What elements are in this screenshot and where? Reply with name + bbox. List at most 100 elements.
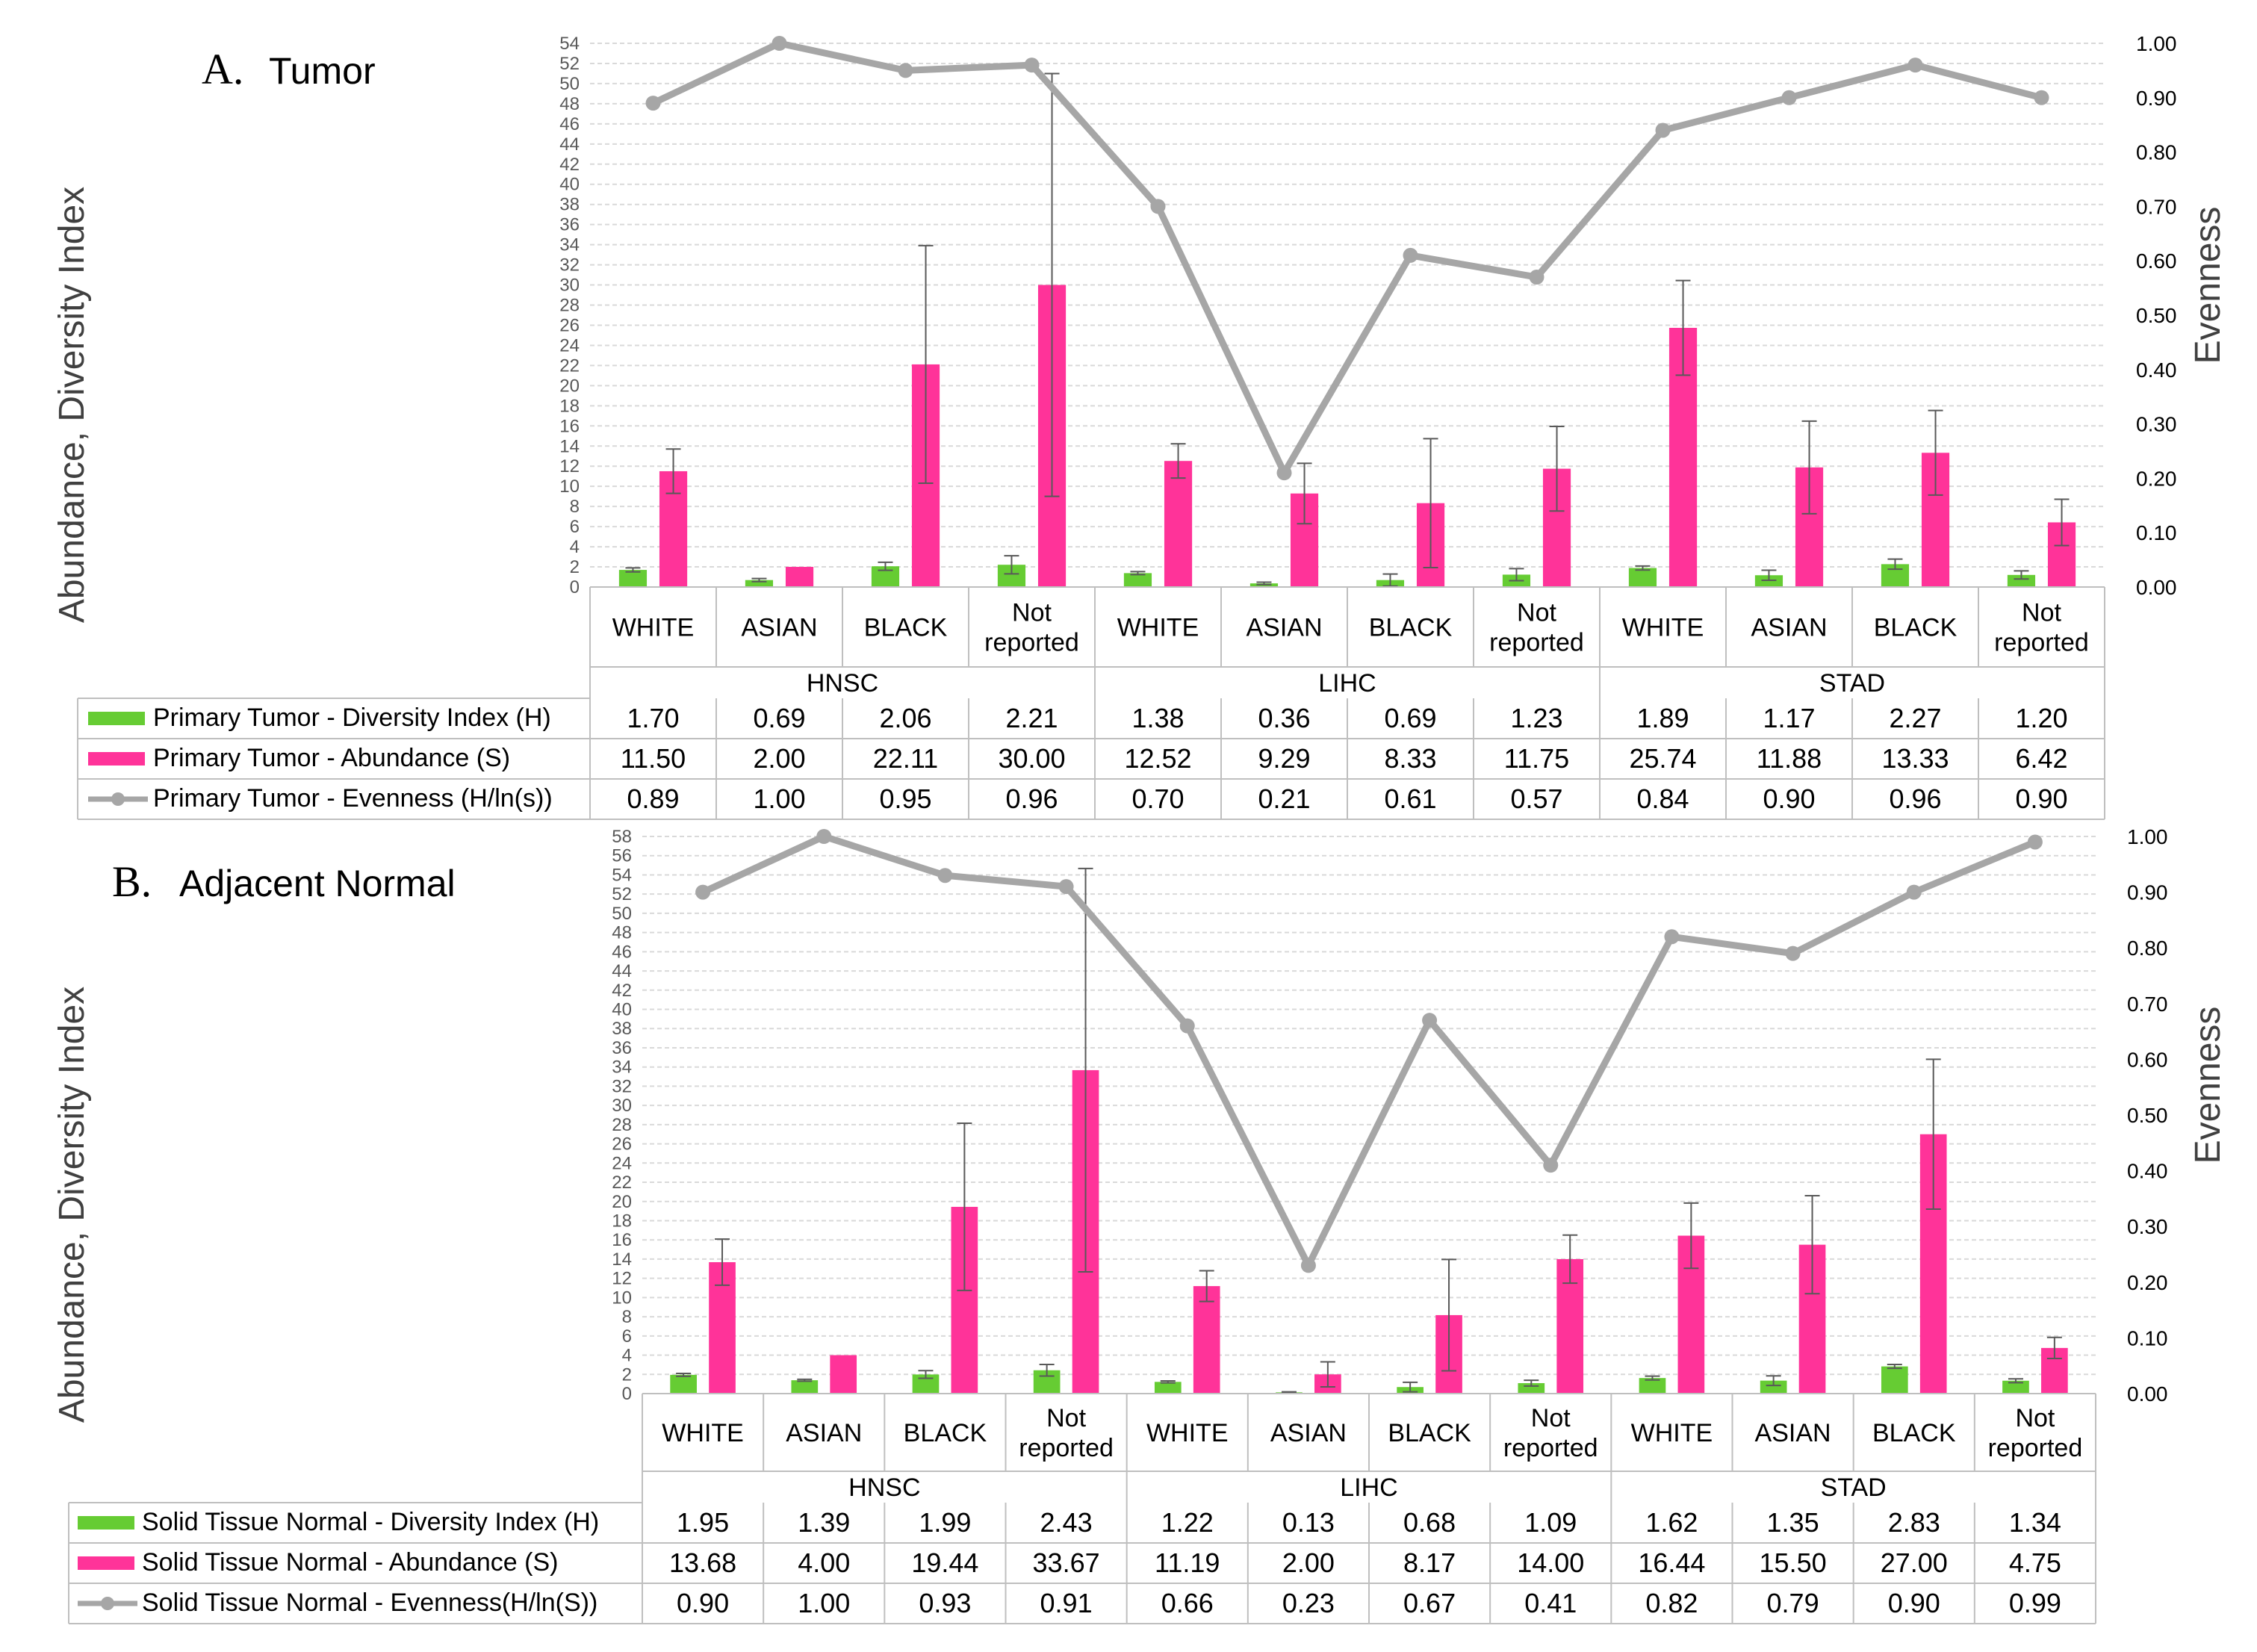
category-label: reported <box>1019 1434 1114 1462</box>
diversity-bar <box>791 1380 819 1394</box>
data-table-value: 0.13 <box>1282 1507 1335 1538</box>
data-table-value: 0.93 <box>919 1588 971 1618</box>
legend-label: Solid Tissue Normal - Abundance (S) <box>142 1548 558 1577</box>
y2-tick-label: 1.00 <box>2127 825 2168 848</box>
evenness-point <box>1276 465 1292 481</box>
y-tick-label: 50 <box>612 904 632 924</box>
y-tick-label: 0 <box>622 1384 632 1404</box>
data-table-value: 2.00 <box>1282 1547 1335 1578</box>
data-table-value: 14.00 <box>1517 1547 1584 1578</box>
data-table-value: 0.99 <box>2009 1588 2061 1618</box>
y-tick-label: 56 <box>612 846 632 866</box>
y2-tick-label: 0.40 <box>2127 1160 2168 1183</box>
y2-tick-label: 0.00 <box>2136 576 2177 599</box>
data-table-value: 0.67 <box>1403 1588 1456 1618</box>
data-table-value: 1.62 <box>1645 1507 1698 1538</box>
category-label: WHITE <box>1146 1419 1229 1447</box>
category-label: ASIAN <box>1751 614 1827 642</box>
y-tick-label: 4 <box>622 1346 632 1366</box>
y-tick-label: 8 <box>570 497 580 517</box>
y-tick-label: 10 <box>559 476 580 497</box>
data-table-value: 0.61 <box>1384 783 1436 814</box>
y-tick-label: 42 <box>559 155 580 175</box>
data-table-value: 1.22 <box>1161 1507 1214 1538</box>
y-tick-label: 12 <box>612 1269 632 1289</box>
category-label: Not <box>1531 1404 1571 1432</box>
evenness-point <box>1543 1158 1559 1173</box>
data-table-value: 11.50 <box>621 743 686 774</box>
data-table-value: 2.06 <box>879 703 931 733</box>
evenness-line <box>701 833 2037 1269</box>
category-label: WHITE <box>612 614 695 642</box>
data-table-value: 4.00 <box>798 1547 850 1578</box>
y-tick-label: 24 <box>559 335 580 355</box>
y-tick-label: 12 <box>559 456 580 476</box>
y-tick-label: 10 <box>612 1288 632 1308</box>
data-table-value: 13.33 <box>1881 743 1949 774</box>
y-tick-label: 14 <box>559 436 580 456</box>
y-tick-label: 8 <box>622 1307 632 1327</box>
category-label: BLACK <box>1874 614 1958 642</box>
data-table-value: 16.44 <box>1638 1547 1705 1578</box>
y-tick-label: 18 <box>612 1211 632 1231</box>
legend-label: Solid Tissue Normal - Diversity Index (H… <box>142 1508 599 1536</box>
category-label: BLACK <box>1369 614 1453 642</box>
y2-tick-label: 0.00 <box>2127 1382 2168 1406</box>
y-tick-label: 38 <box>612 1019 632 1039</box>
legend-key <box>88 712 145 725</box>
evenness-point <box>2027 834 2043 850</box>
evenness-point <box>695 884 711 900</box>
category-label: BLACK <box>864 614 948 642</box>
data-table-value: 0.96 <box>1889 783 1941 814</box>
legend-label: Primary Tumor - Evenness (H/ln(s)) <box>153 784 553 813</box>
data-table-value: 1.99 <box>919 1507 971 1538</box>
data-table-value: 11.19 <box>1155 1547 1220 1578</box>
data-table-value: 33.67 <box>1033 1547 1100 1578</box>
evenness-point <box>1781 90 1797 105</box>
evenness-point <box>1907 58 1923 73</box>
data-table-value: 0.90 <box>677 1588 729 1618</box>
evenness-point <box>1785 945 1801 961</box>
group-label: STAD <box>1821 1474 1887 1502</box>
panel-title: Adjacent Normal <box>179 863 456 904</box>
group-label: LIHC <box>1318 669 1376 698</box>
y2-axis-label: Evenness <box>2188 207 2228 364</box>
data-table-value: 1.09 <box>1524 1507 1577 1538</box>
y-tick-label: 40 <box>559 175 580 195</box>
category-label: Not <box>2015 1404 2055 1432</box>
category-label: reported <box>1988 1434 2083 1462</box>
category-label: WHITE <box>1117 614 1199 642</box>
data-table-value: 1.89 <box>1636 703 1689 733</box>
evenness-point <box>1150 199 1166 214</box>
category-label: reported <box>1994 629 2089 657</box>
y2-tick-label: 0.40 <box>2136 358 2177 382</box>
evenness-point <box>1403 247 1418 263</box>
data-table-value: 0.90 <box>1763 783 1815 814</box>
data-table-value: 0.23 <box>1282 1588 1335 1618</box>
y-tick-label: 20 <box>559 376 580 396</box>
y-tick-label: 0 <box>570 577 580 597</box>
category-label: BLACK <box>904 1419 987 1447</box>
y-tick-label: 26 <box>612 1134 632 1155</box>
category-label: WHITE <box>1622 614 1704 642</box>
evenness-point <box>645 96 661 111</box>
category-label: ASIAN <box>1270 1419 1347 1447</box>
evenness-point <box>937 868 953 884</box>
category-label: reported <box>1503 1434 1598 1462</box>
evenness-point <box>1024 58 1040 73</box>
group-label: HNSC <box>807 669 878 698</box>
y-tick-label: 46 <box>559 114 580 134</box>
data-table-value: 0.66 <box>1161 1588 1214 1618</box>
category-label: Not <box>1046 1404 1086 1432</box>
evenness-point <box>1179 1018 1195 1034</box>
y-tick-label: 6 <box>622 1326 632 1347</box>
diversity-bar <box>1881 1366 1908 1394</box>
y2-tick-label: 0.20 <box>2127 1271 2168 1294</box>
y-tick-label: 16 <box>612 1230 632 1250</box>
data-table-value: 0.82 <box>1645 1588 1698 1618</box>
legend-label: Primary Tumor - Diversity Index (H) <box>153 704 551 732</box>
panel-a-tumor: A. Tumor024681012141618202224262830323436… <box>52 32 2228 820</box>
y-tick-label: 36 <box>612 1038 632 1058</box>
y-tick-label: 22 <box>559 355 580 376</box>
evenness-point <box>1422 1013 1438 1028</box>
